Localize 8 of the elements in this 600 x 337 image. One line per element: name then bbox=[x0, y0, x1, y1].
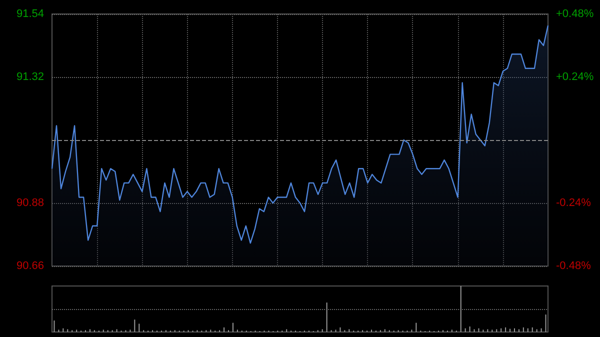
y-tick-label: 90.88 bbox=[16, 197, 44, 209]
y-tick-label: 90.66 bbox=[16, 260, 44, 272]
y2-tick-label: -0.24% bbox=[556, 197, 592, 209]
y-tick-label: 91.54 bbox=[16, 8, 44, 20]
y2-tick-label: +0.24% bbox=[556, 71, 594, 83]
y2-tick-label: +0.48% bbox=[556, 8, 594, 20]
y-tick-label: 91.32 bbox=[16, 71, 44, 83]
y2-tick-label: -0.48% bbox=[556, 260, 592, 272]
